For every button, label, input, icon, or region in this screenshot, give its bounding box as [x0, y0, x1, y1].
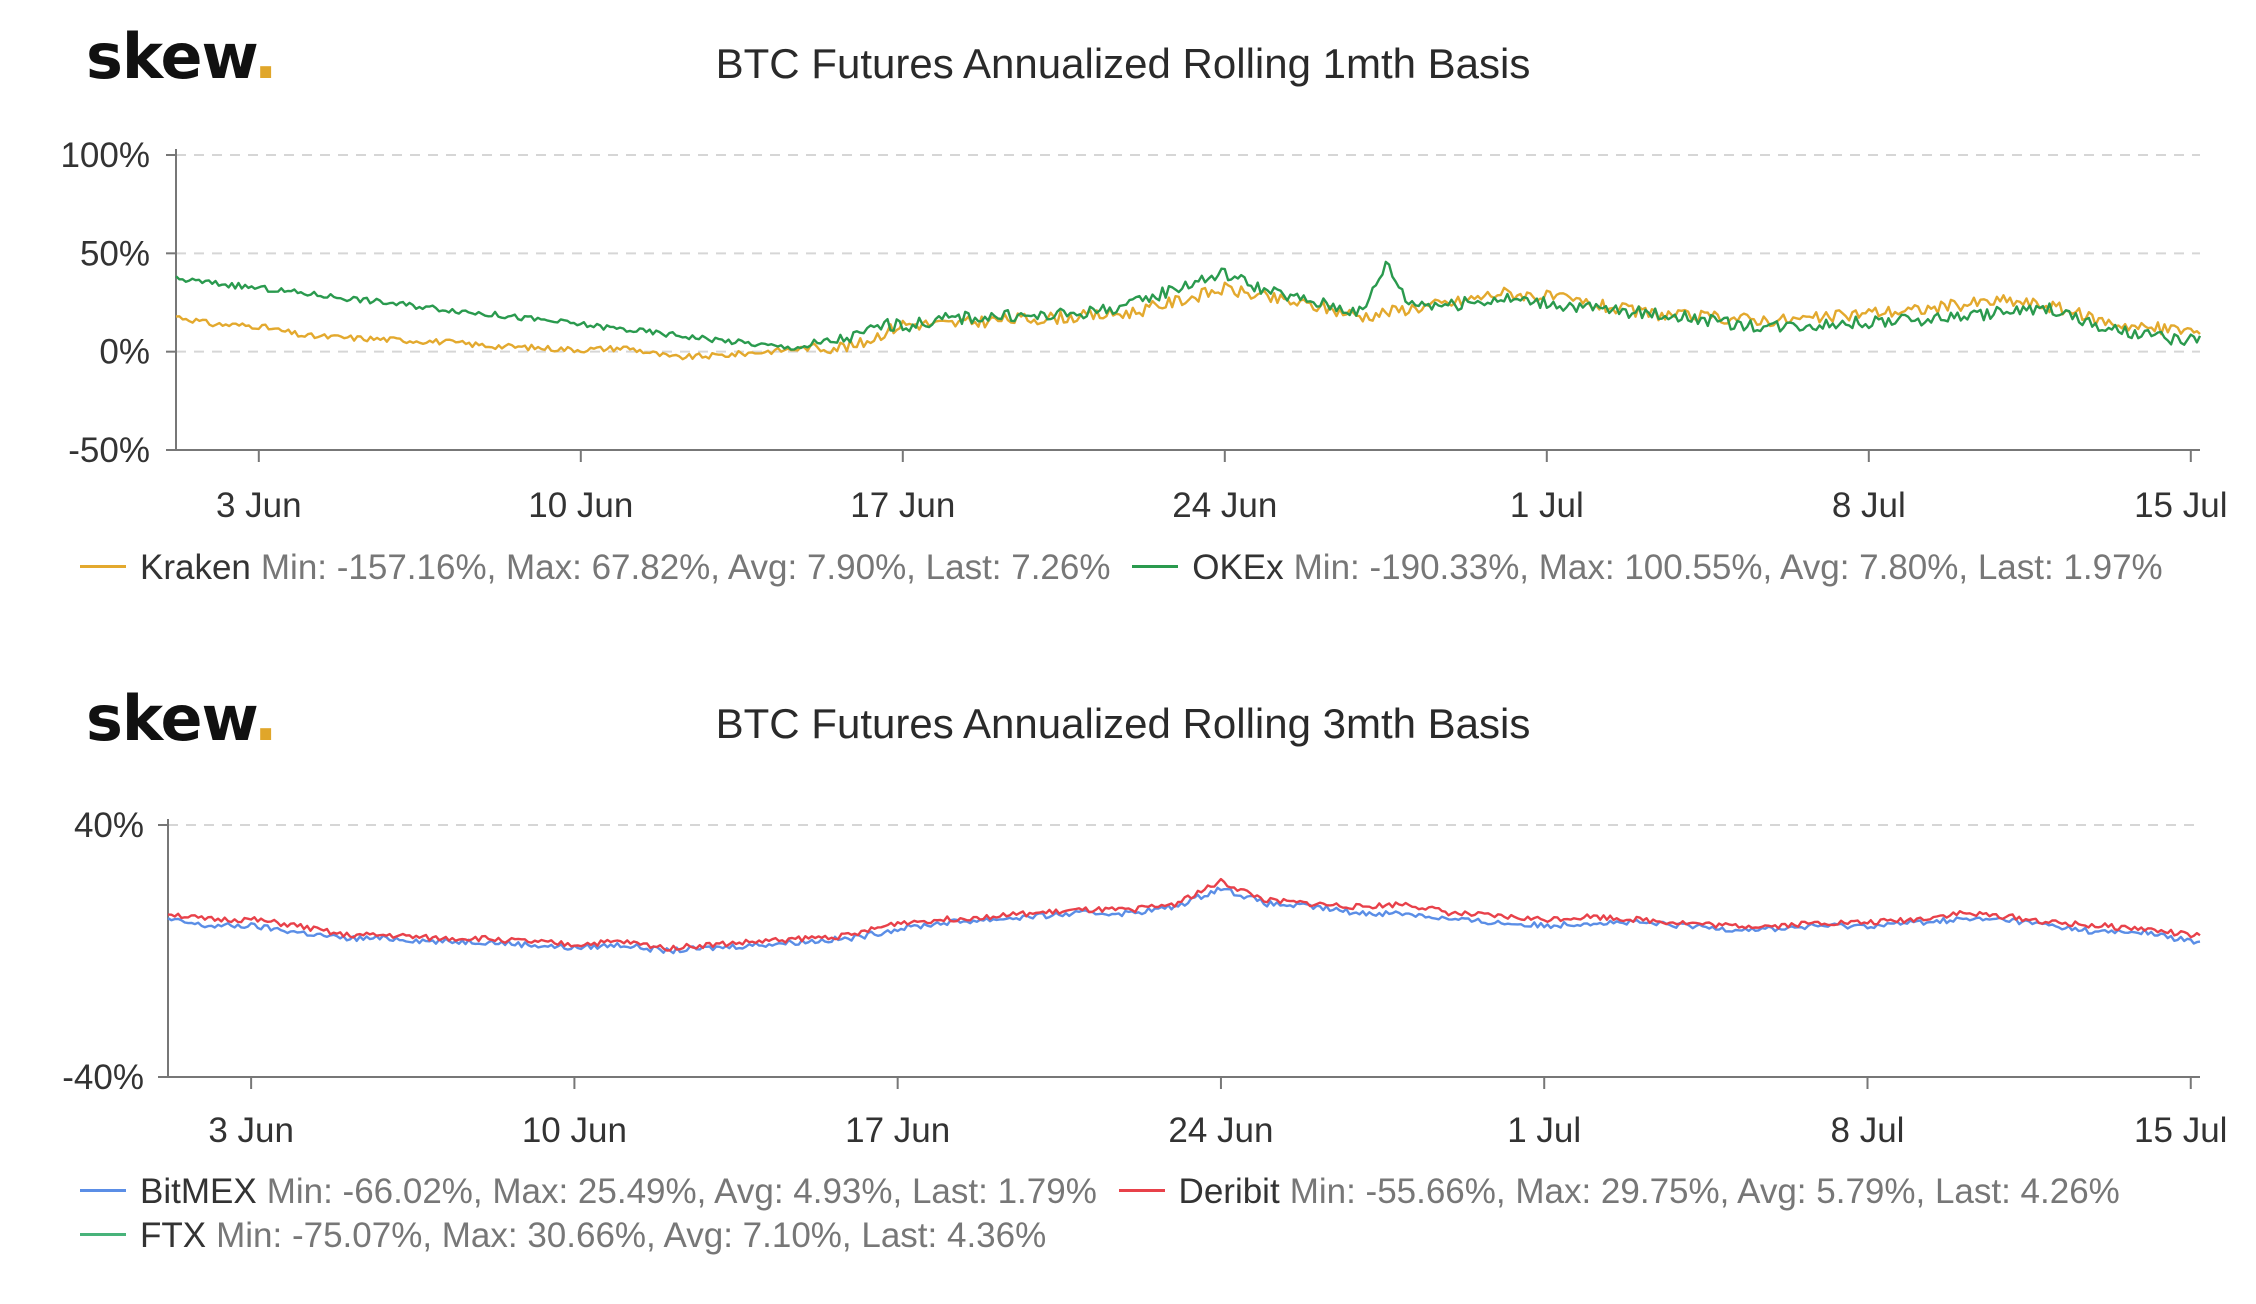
legend-stats: Min: -157.16%, Max: 67.82%, Avg: 7.90%, … — [260, 548, 1111, 587]
y-tick-label: -50% — [68, 431, 150, 470]
legend-name: FTX — [140, 1216, 207, 1255]
y-tick-label: 50% — [80, 234, 150, 273]
x-tick-label: 3 Jun — [208, 1111, 294, 1150]
legend-swatch-deribit — [1118, 1189, 1165, 1193]
legend-swatch-kraken — [80, 565, 126, 569]
x-tick-label: 24 Jun — [1172, 486, 1277, 525]
chart-title: BTC Futures Annualized Rolling 3mth Basi… — [715, 700, 1531, 747]
x-tick-label: 24 Jun — [1168, 1111, 1273, 1150]
skew-logo: skew. — [86, 20, 277, 93]
x-tick-label: 17 Jun — [850, 486, 955, 525]
x-tick-label: 3 Jun — [216, 486, 302, 525]
x-tick-label: 1 Jul — [1510, 486, 1584, 525]
legend-name: Kraken — [140, 548, 251, 587]
chart-panel-3mth: skew. BTC Futures Annualized Rolling 3mt… — [0, 660, 2256, 1304]
legend-item-ftx[interactable]: FTX Min: -75.07%, Max: 30.66%, Avg: 7.10%… — [80, 1216, 1046, 1256]
x-tick-label: 15 Jul — [2134, 486, 2227, 525]
y-tick-label: -40% — [62, 1058, 144, 1097]
legend-name: BitMEX — [140, 1172, 257, 1211]
x-tick-label: 10 Jun — [522, 1111, 627, 1150]
legend-swatch-okex — [1132, 565, 1179, 569]
y-tick-label: 0% — [99, 333, 150, 372]
series-line-kraken — [175, 281, 2201, 361]
x-tick-label: 15 Jul — [2134, 1111, 2227, 1150]
legend-stats: Min: -66.02%, Max: 25.49%, Avg: 4.93%, L… — [266, 1172, 1097, 1211]
legend-item-kraken[interactable]: Kraken Min: -157.16%, Max: 67.82%, Avg: 7… — [80, 548, 1110, 588]
chart-plot-3mth: 40% -40% 3 Jun 10 Jun 17 Jun 24 Jun 1 Jul 8 Jul… — [62, 806, 2227, 1150]
legend-stats: Min: -75.07%, Max: 30.66%, Avg: 7.10%, L… — [216, 1216, 1047, 1255]
legend-swatch-bitmex — [80, 1189, 126, 1193]
skew-logo: skew. — [86, 682, 277, 755]
chart-panel-1mth: skew. BTC Futures Annualized Rolling 1mt… — [0, 0, 2256, 640]
legend-stats: Min: -55.66%, Max: 29.75%, Avg: 5.79%, L… — [1289, 1172, 2120, 1211]
legend-name: OKEx — [1192, 548, 1284, 587]
legend-item-bitmex[interactable]: BitMEX Min: -66.02%, Max: 25.49%, Avg: 4.… — [80, 1172, 1097, 1212]
legend: Kraken Min: -157.16%, Max: 67.82%, Avg: 7… — [80, 548, 2175, 588]
legend-swatch-ftx — [80, 1233, 126, 1237]
legend-item-okex[interactable]: OKEx Min: -190.33%, Max: 100.55%, Avg: 7.… — [1132, 548, 2163, 588]
x-tick-label: 8 Jul — [1832, 486, 1906, 525]
legend: FTX Min: -75.07%, Max: 30.66%, Avg: 7.10%… — [80, 1216, 1058, 1256]
series-line-okex — [175, 260, 2202, 351]
x-tick-label: 10 Jun — [528, 486, 633, 525]
x-tick-label: 17 Jun — [845, 1111, 950, 1150]
x-tick-label: 8 Jul — [1831, 1111, 1905, 1150]
y-tick-label: 40% — [74, 806, 144, 845]
series-line-deribit — [167, 877, 2201, 952]
legend-item-deribit[interactable]: Deribit Min: -55.66%, Max: 29.75%, Avg: 5… — [1118, 1172, 2120, 1212]
legend: BitMEX Min: -66.02%, Max: 25.49%, Avg: 4.… — [80, 1172, 2132, 1212]
chart-plot-1mth: 100% 50% 0% -50% 3 Jun 10 Jun 17 Jun 24 Jun 1 Ju… — [60, 136, 2227, 525]
y-tick-label: 100% — [60, 136, 150, 175]
chart-title: BTC Futures Annualized Rolling 1mth Basi… — [715, 40, 1531, 87]
x-tick-label: 1 Jul — [1507, 1111, 1581, 1150]
legend-stats: Min: -190.33%, Max: 100.55%, Avg: 7.80%,… — [1293, 548, 2163, 587]
legend-name: Deribit — [1178, 1172, 1280, 1211]
